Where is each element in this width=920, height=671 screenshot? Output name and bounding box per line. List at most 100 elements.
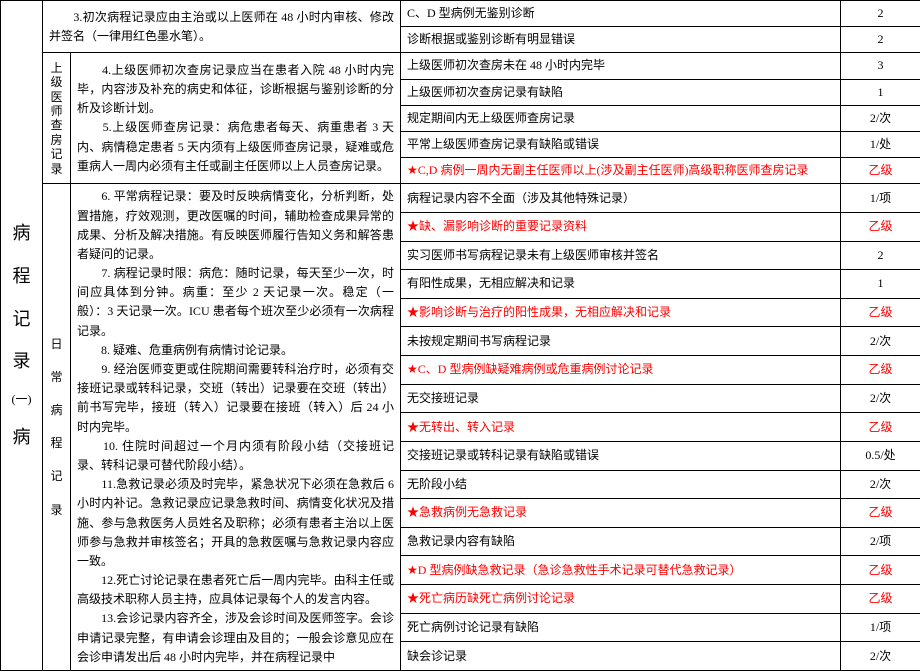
row-score-1: 2: [841, 27, 920, 53]
desc-11: ★影响诊断与治疗的阳性成果，无相应解决和记录: [407, 305, 671, 319]
desc-6: ★C,D 病例一周内无副主任医师以上(涉及副主任医师)高级职称医师查房记录: [407, 163, 808, 177]
desc-4: 规定期间内无上级医师查房记录: [407, 111, 575, 125]
desc-3: 上级医师初次查房记录有缺陷: [407, 85, 563, 99]
score-0: 2: [878, 6, 884, 20]
score-16: 0.5/处: [865, 448, 895, 462]
v2a-f: 房: [50, 133, 62, 147]
score-10: 1: [878, 276, 884, 290]
vt1-c: 记: [3, 305, 40, 334]
row-score-3: 1: [841, 79, 920, 105]
vt1-b: 程: [3, 262, 40, 291]
row-score-16: 0.5/处: [841, 441, 920, 470]
row-desc-3: 上级医师初次查房记录有缺陷: [401, 79, 841, 105]
row-desc-10: 有阳性成果，无相应解决和记录: [401, 270, 841, 299]
score-11: 乙级: [869, 305, 893, 319]
row-desc-15: ★无转出、转入记录: [401, 413, 841, 442]
score-20: 乙级: [869, 563, 893, 577]
desc-15: ★无转出、转入记录: [407, 420, 515, 434]
score-15: 乙级: [869, 420, 893, 434]
row-desc-0: C、D 型病例无鉴别诊断: [401, 1, 841, 27]
row-score-8: 乙级: [841, 212, 920, 241]
score-17: 2/次: [870, 477, 891, 491]
desc-17: 无阶段小结: [407, 477, 467, 491]
desc-2: 上级医师初次查房未在 48 小时内完毕: [407, 58, 605, 72]
row-desc-6: ★C,D 病例一周内无副主任医师以上(涉及副主任医师)高级职称医师查房记录: [401, 158, 841, 184]
row-desc-7: 病程记录内容不全面（涉及其他特殊记录）: [401, 184, 841, 213]
row-desc-16: 交接班记录或转科记录有缺陷或错误: [401, 441, 841, 470]
desc-21: ★死亡病历缺死亡病例讨论记录: [407, 591, 575, 605]
mid-text-2: 4.上级医师初次查房记录应当在患者入院 48 小时内完毕，内容涉及补充的病史和体…: [77, 63, 394, 173]
v2a-h: 录: [50, 162, 62, 176]
row-desc-2: 上级医师初次查房未在 48 小时内完毕: [401, 53, 841, 79]
score-9: 2: [878, 248, 884, 262]
desc-1: 诊断根据或鉴别诊断有明显错误: [407, 32, 575, 46]
v2b-e: 记: [45, 467, 68, 486]
desc-0: C、D 型病例无鉴别诊断: [407, 6, 535, 20]
row-score-18: 乙级: [841, 499, 920, 528]
score-3: 1: [878, 85, 884, 99]
row-desc-12: 未按规定期间书写病程记录: [401, 327, 841, 356]
desc-16: 交接班记录或转科记录有缺陷或错误: [407, 448, 599, 462]
v2b-b: 常: [45, 368, 68, 387]
v2a-d: 师: [50, 104, 62, 118]
row-score-2: 3: [841, 53, 920, 79]
score-22: 1/项: [870, 620, 891, 634]
row-score-14: 2/次: [841, 384, 920, 413]
score-21: 乙级: [869, 591, 893, 605]
desc-22: 死亡病例讨论记录有缺陷: [407, 620, 539, 634]
row-desc-22: 死亡病例讨论记录有缺陷: [401, 613, 841, 642]
row-score-17: 2/次: [841, 470, 920, 499]
row-score-6: 乙级: [841, 158, 920, 184]
score-12: 2/次: [870, 334, 891, 348]
score-7: 1/项: [870, 191, 891, 205]
row-score-13: 乙级: [841, 356, 920, 385]
row-desc-4: 规定期间内无上级医师查房记录: [401, 105, 841, 131]
v2b-f: 录: [45, 501, 68, 520]
mid-cell-2: 4.上级医师初次查房记录应当在患者入院 48 小时内完毕，内容涉及补充的病史和体…: [71, 53, 401, 184]
row-score-19: 2/项: [841, 527, 920, 556]
row-desc-17: 无阶段小结: [401, 470, 841, 499]
desc-14: 无交接班记录: [407, 391, 479, 405]
desc-20: ★D 型病例缺急救记录（急诊急救性手术记录可替代急救记录）: [407, 563, 741, 577]
row-desc-5: 平常上级医师查房记录有缺陷或错误: [401, 131, 841, 157]
v2a-c: 医: [50, 90, 62, 104]
v2a-g: 记: [50, 147, 62, 161]
vt1-e: (一): [3, 390, 40, 409]
section-title-col1: 病 程 记 录 (一) 病: [1, 1, 43, 671]
row-score-20: 乙级: [841, 556, 920, 585]
v2a-a: 上: [50, 61, 62, 75]
subsection-col2b: 日 常 病 程 记 录: [43, 184, 71, 671]
row-score-21: 乙级: [841, 585, 920, 614]
score-8: 乙级: [869, 219, 893, 233]
row-score-11: 乙级: [841, 298, 920, 327]
desc-12: 未按规定期间书写病程记录: [407, 334, 551, 348]
score-18: 乙级: [869, 505, 893, 519]
score-19: 2/项: [870, 534, 891, 548]
row-desc-21: ★死亡病历缺死亡病例讨论记录: [401, 585, 841, 614]
row-desc-19: 急救记录内容有缺陷: [401, 527, 841, 556]
desc-13: ★C、D 型病例缺疑难病例或危重病例讨论记录: [407, 362, 653, 376]
row-score-7: 1/项: [841, 184, 920, 213]
row-desc-8: ★缺、漏影响诊断的重要记录资料: [401, 212, 841, 241]
desc-7: 病程记录内容不全面（涉及其他特殊记录）: [407, 191, 635, 205]
subsection-col2a: 上 级 医 师 查 房 记 录: [43, 53, 71, 184]
v2b-d: 程: [45, 434, 68, 453]
score-14: 2/次: [870, 391, 891, 405]
desc-10: 有阳性成果，无相应解决和记录: [407, 276, 575, 290]
score-1: 2: [878, 32, 884, 46]
row-desc-23: 缺会诊记录: [401, 642, 841, 671]
desc-5: 平常上级医师查房记录有缺陷或错误: [407, 137, 599, 151]
desc-18: ★急救病例无急救记录: [407, 505, 527, 519]
desc-19: 急救记录内容有缺陷: [407, 534, 515, 548]
mid-cell-3: 6. 平常病程记录：要及时反映病情变化，分析判断，处置措施，疗效观测，更改医嘱的…: [71, 184, 401, 671]
row-desc-14: 无交接班记录: [401, 384, 841, 413]
row-score-4: 2/次: [841, 105, 920, 131]
score-13: 乙级: [869, 362, 893, 376]
v2a-b: 级: [50, 75, 62, 89]
row-score-10: 1: [841, 270, 920, 299]
v2b-a: 日: [45, 335, 68, 354]
mid-text-1: 3.初次病程记录应由主治或以上医师在 48 小时内审核、修改并签名（一律用红色墨…: [49, 10, 394, 43]
row-desc-11: ★影响诊断与治疗的阳性成果，无相应解决和记录: [401, 298, 841, 327]
row-score-23: 2/次: [841, 642, 920, 671]
row-score-15: 乙级: [841, 413, 920, 442]
